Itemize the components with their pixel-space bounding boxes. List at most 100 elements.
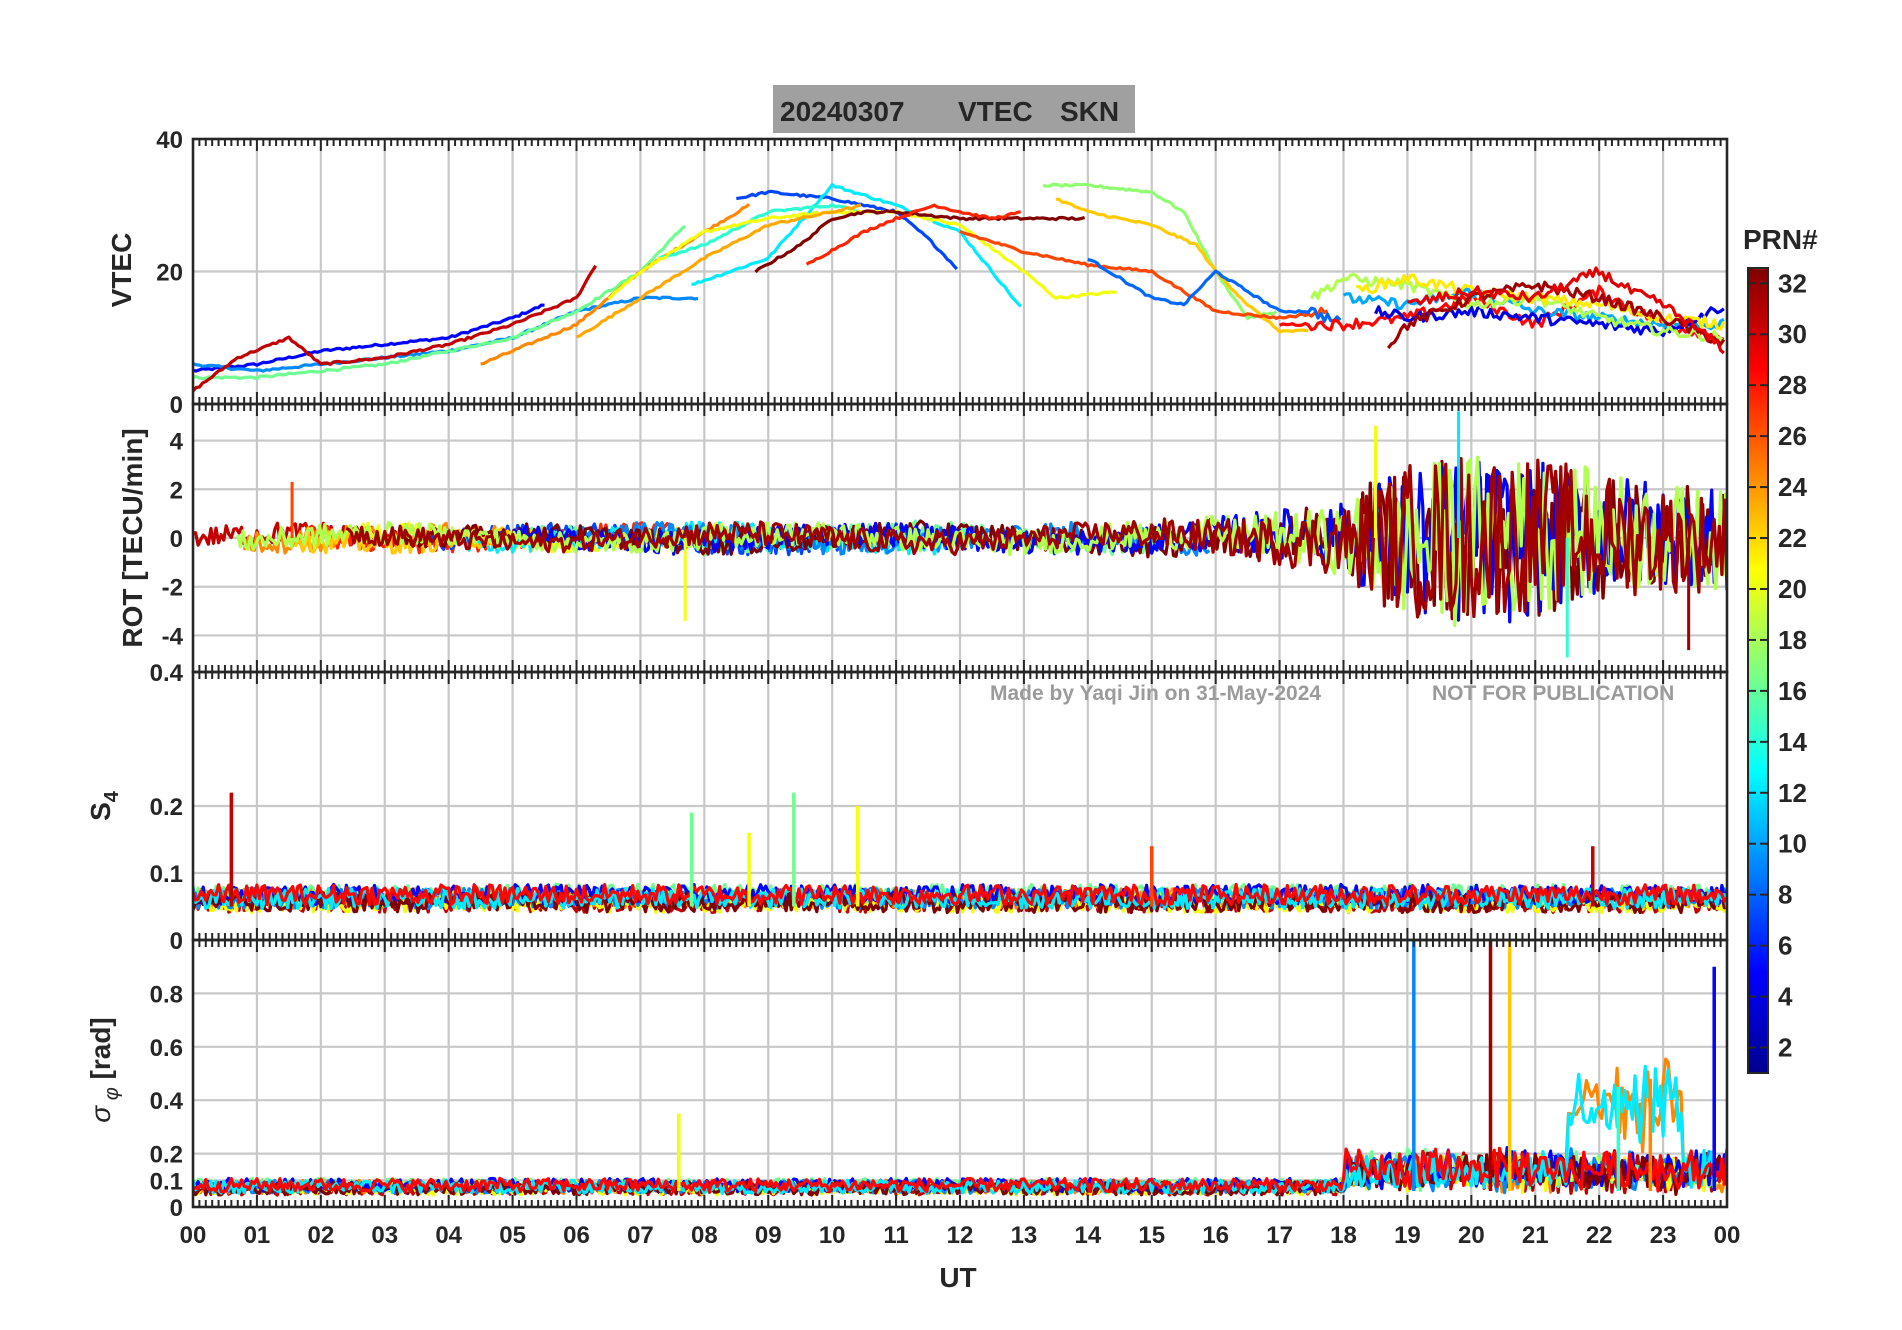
colorbar-tick-label: 12	[1778, 778, 1807, 808]
x-tick-label: 21	[1522, 1222, 1549, 1249]
x-tick-label: 04	[435, 1222, 462, 1249]
x-tick-label: 19	[1394, 1222, 1421, 1249]
sigma_phi-series-prn-28	[193, 1146, 1727, 1194]
rot-ylabel: ROT [TECU/min]	[117, 428, 148, 647]
y-tick-label: 0.2	[150, 1142, 183, 1169]
vtec-series-prn-5	[193, 303, 545, 373]
sigma-phi-panel: 00.10.2 0.4 0.6 0.8	[150, 938, 1729, 1222]
vtec-series-prn-8	[1087, 257, 1342, 323]
y-tick-label: 0.8	[150, 981, 183, 1008]
colorbar-tick-label: 14	[1778, 727, 1807, 757]
colorbar-tick-label: 32	[1778, 268, 1807, 298]
traces	[193, 411, 1727, 658]
x-tick-label: 20	[1458, 1222, 1485, 1249]
x-tick-label: 00	[180, 1222, 207, 1249]
x-tick-label: 07	[627, 1222, 654, 1249]
x-tick-label: 14	[1074, 1222, 1101, 1249]
y-tick-label: 0.6	[150, 1035, 183, 1062]
y-tick-label: 0.1	[150, 861, 183, 888]
y-tick-label: 0.4	[150, 660, 184, 687]
vtec-ylabel: VTEC	[106, 233, 137, 308]
x-minor-ticks	[192, 404, 1728, 672]
s4-series-prn-32	[193, 890, 1727, 915]
x-tick-label: 00	[1714, 1222, 1741, 1249]
rot-panel: -4 -2 0 2 4	[162, 402, 1729, 674]
traces	[193, 182, 1726, 392]
vtec-series-prn-29	[1407, 266, 1725, 355]
y-tick-label: 0.1	[150, 1168, 183, 1195]
x-tick-label: 12	[947, 1222, 974, 1249]
title-box	[773, 85, 1135, 133]
colorbar-tick-label: 22	[1778, 523, 1807, 553]
traces	[193, 792, 1727, 915]
x-tick-label: 02	[307, 1222, 334, 1249]
y-tick-label: 0	[170, 526, 183, 553]
vtec-series-prn-22	[1055, 197, 1309, 334]
x-tick-label: 16	[1202, 1222, 1229, 1249]
colorbar-label: PRN#	[1743, 224, 1818, 255]
vtec-series-prn-28	[1278, 284, 1725, 342]
x-tick-labels: 00 01 02 03 04 05 06 07 08 09 10 11 12 13 14 15 16 17 18 19…	[180, 1222, 1741, 1249]
vtec-series-prn-17	[1042, 182, 1278, 321]
y-tick-label: 4	[170, 429, 184, 456]
y-tick-label: -4	[162, 623, 184, 650]
x-tick-label: 03	[371, 1222, 398, 1249]
vtec-series-prn-12	[691, 183, 1022, 308]
y-tick-label: 0	[170, 928, 183, 955]
x-tick-label: 13	[1011, 1222, 1038, 1249]
colorbar-tick-label: 2	[1778, 1033, 1792, 1063]
x-minor-ticks	[192, 940, 1728, 1207]
colorbar-tick-label: 16	[1778, 676, 1807, 706]
s4-series-prn-28	[193, 882, 1727, 907]
colorbar-tick-label: 28	[1778, 370, 1807, 400]
rot-series-prn-31	[345, 457, 1727, 619]
x-tick-label: 10	[819, 1222, 846, 1249]
title-quantity: VTEC	[958, 96, 1033, 127]
vtec-series-prn-32	[754, 209, 1085, 274]
vtec-series-prn-23	[576, 203, 862, 339]
x-tick-label: 15	[1138, 1222, 1165, 1249]
y-tick-label: 20	[156, 260, 183, 287]
svg-text:σ φ [rad]: σ φ [rad]	[85, 1017, 123, 1123]
x-tick-label: 11	[883, 1222, 908, 1249]
x-tick-label: 01	[244, 1222, 271, 1249]
x-tick-label: 09	[755, 1222, 782, 1249]
x-tick-label: 05	[499, 1222, 526, 1249]
watermark-notice: NOT FOR PUBLICATION	[1432, 682, 1674, 705]
watermark-author: Made by Yaqi Jin on 31-May-2024	[990, 682, 1321, 705]
sigma-phi-ylabel: σ φ [rad]	[85, 1017, 123, 1123]
vtec-series-prn-7	[736, 189, 958, 271]
y-tick-label: 2	[170, 477, 183, 504]
x-tick-label: 23	[1650, 1222, 1677, 1249]
x-tick-label: 22	[1586, 1222, 1613, 1249]
title-date: 20240307	[780, 96, 905, 127]
vtec-series-prn-14	[658, 203, 862, 260]
svg-text:S4: S4	[85, 790, 123, 821]
colorbar-tick-label: 6	[1778, 931, 1792, 961]
colorbar-tick-label: 10	[1778, 829, 1807, 859]
vtec-series-prn-26	[959, 229, 1329, 320]
x-tick-label: 17	[1266, 1222, 1293, 1249]
vtec-series-prn-24	[480, 203, 751, 366]
x-minor-ticks	[192, 139, 1728, 404]
colorbar-tick-label: 30	[1778, 319, 1807, 349]
y-tick-label: 0	[170, 1195, 183, 1222]
s4-ylabel: S4	[85, 790, 123, 821]
title-station: SKN	[1060, 96, 1119, 127]
colorbar	[1747, 267, 1769, 1074]
x-axis-label: UT	[939, 1262, 976, 1293]
colorbar-tick-label: 26	[1778, 421, 1807, 451]
vtec-panel: 0 20 40	[156, 127, 1729, 419]
colorbar-tick-label: 24	[1778, 472, 1807, 502]
y-tick-label: 0.2	[150, 794, 183, 821]
traces	[193, 940, 1727, 1197]
x-tick-label: 08	[691, 1222, 718, 1249]
x-minor-ticks	[192, 672, 1728, 940]
y-tick-label: 0	[170, 392, 183, 419]
vtec-series-prn-10	[1342, 287, 1725, 331]
colorbar-tick-label: 8	[1778, 880, 1792, 910]
vtec-series-prn-30	[193, 264, 598, 392]
x-tick-label: 18	[1330, 1222, 1357, 1249]
